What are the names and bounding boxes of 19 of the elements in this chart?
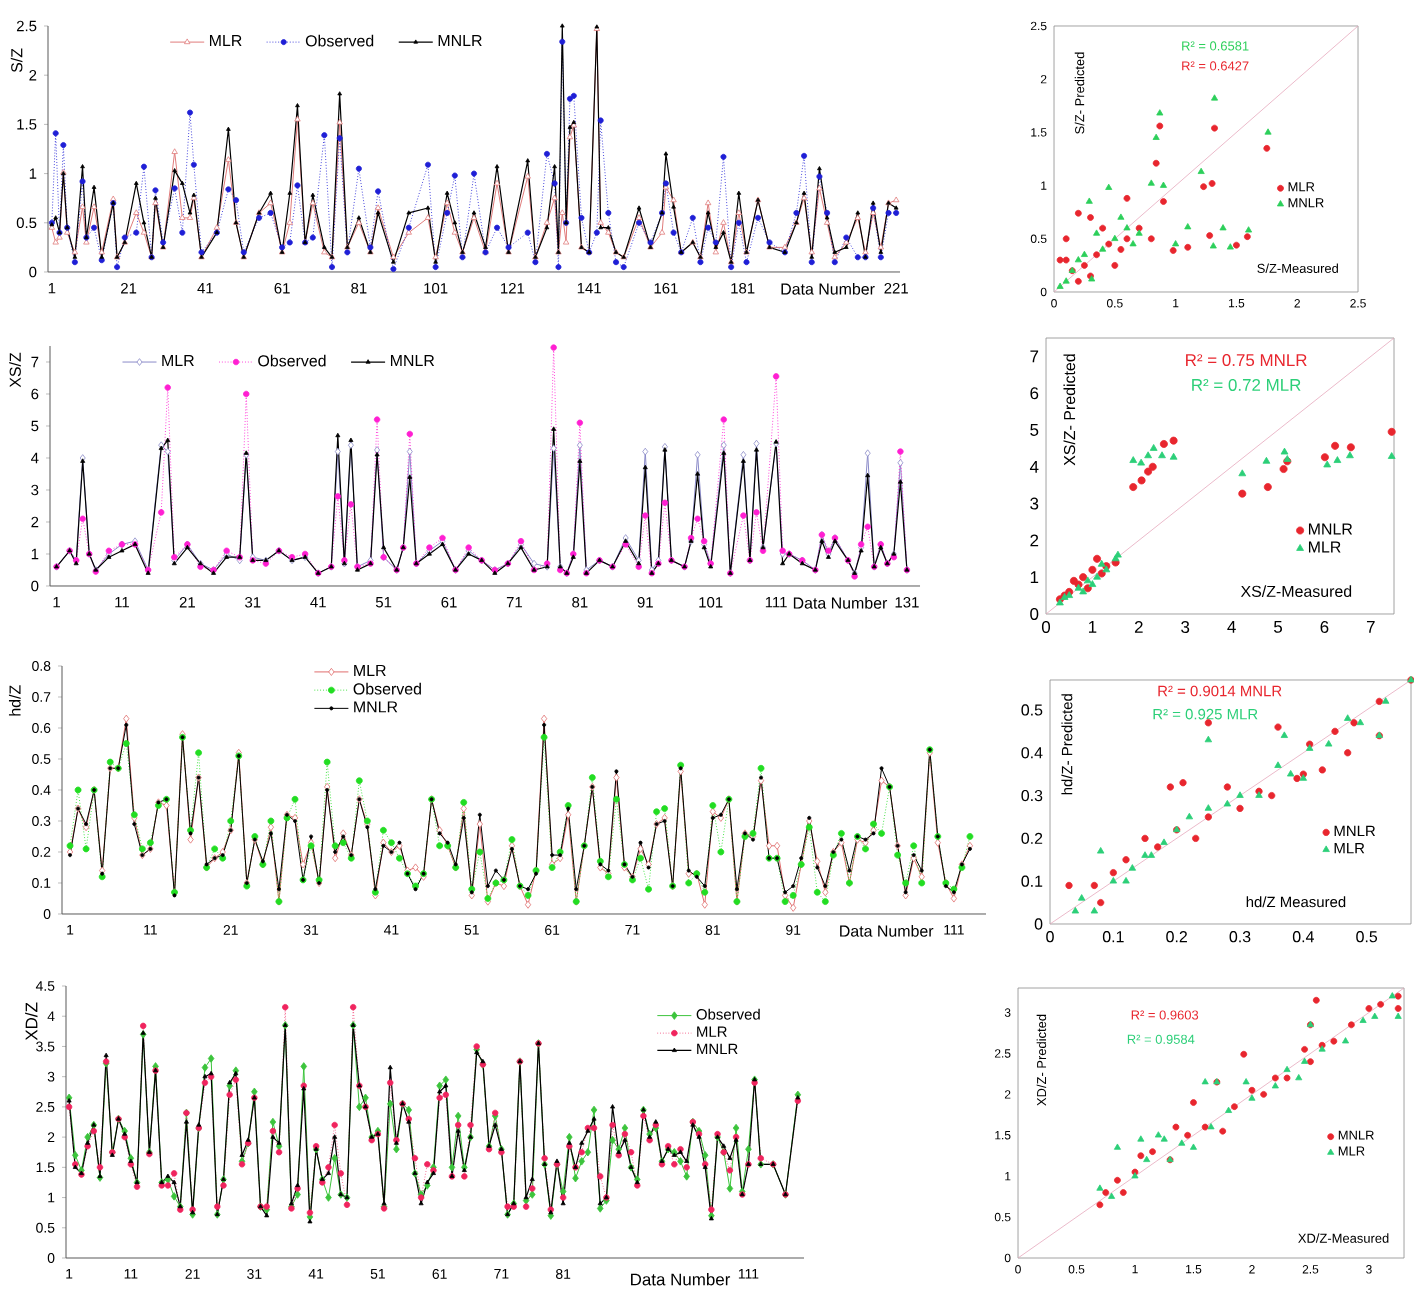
annotation: R² = 0.72 MLR	[1192, 378, 1301, 391]
y-tick-label: 1	[1030, 571, 1039, 584]
y-tick-label: 3	[1030, 497, 1039, 510]
y-tick-label: 6	[1030, 387, 1039, 400]
x-tick-label: 3	[1181, 621, 1190, 634]
x-tick-label: 6	[1320, 621, 1329, 634]
x-tick-label: 2	[1134, 621, 1143, 633]
y-axis-title: XD/Z	[25, 1002, 38, 1041]
x-axis-title: Data Number	[631, 1273, 731, 1286]
y-tick-label: 7	[1030, 350, 1039, 363]
y-tick-label: 2	[1030, 534, 1039, 547]
x-tick-label: 1	[1088, 621, 1097, 633]
y-tick-label: 0	[1030, 608, 1039, 620]
x-tick-label: 4	[1227, 621, 1236, 633]
annotation: R² = 0.75 MNLR	[1186, 354, 1307, 367]
y-tick-label: 5	[1030, 424, 1039, 436]
x-tick-label: 7	[1366, 621, 1375, 633]
y-tick-label: 4	[1029, 460, 1039, 473]
x-tick-label: 5	[1273, 621, 1283, 633]
